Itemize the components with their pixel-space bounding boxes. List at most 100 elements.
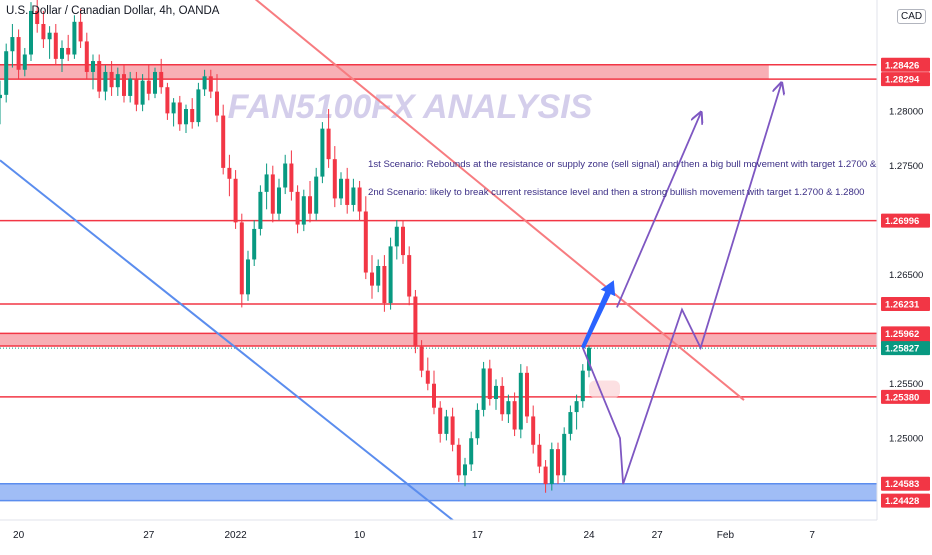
zone-2 [0, 483, 877, 501]
candle [401, 220, 405, 264]
scenario-2-text[interactable]: 2nd Scenario: likely to break current re… [368, 187, 865, 198]
price-tag[interactable]: 1.28294 [881, 72, 930, 87]
breakout-arrow[interactable] [581, 280, 616, 349]
candle-body [543, 466, 548, 485]
price-tag-bg [881, 213, 930, 228]
candle-body [41, 23, 46, 40]
candle-body [146, 80, 151, 94]
candle [500, 377, 505, 421]
candle [537, 433, 542, 474]
candle-body [301, 196, 306, 225]
candle-body [16, 37, 21, 70]
price-tag[interactable]: 1.28426 [881, 57, 930, 72]
candle [41, 10, 46, 48]
candle-body [407, 255, 412, 297]
candle-body [401, 226, 405, 256]
candle-body [122, 74, 126, 96]
candle [512, 392, 517, 437]
candle [103, 65, 108, 101]
x-tick-label: 7 [809, 530, 815, 541]
trendline-0[interactable] [186, 0, 745, 401]
candle-body [97, 61, 102, 92]
price-tag[interactable]: 1.25380 [881, 389, 930, 404]
candle-body [78, 21, 83, 42]
candle-body [84, 41, 89, 72]
candle-body [413, 296, 418, 347]
currency-badge[interactable]: CAD [897, 9, 927, 24]
candle-body [53, 32, 58, 59]
trendline-1[interactable] [0, 159, 465, 530]
candle [47, 26, 52, 59]
plot-area[interactable]: FAN5100FX ANALYSIS 1st Scenario: Rebounds… [0, 0, 908, 530]
candle [233, 170, 238, 229]
candle [568, 405, 573, 441]
candle [208, 69, 213, 99]
candle [432, 370, 436, 415]
candle [413, 289, 418, 354]
scenario-1-text[interactable]: 1st Scenario: Rebounds at the resistance… [368, 159, 908, 170]
candle-body [512, 401, 517, 430]
candle-body [221, 115, 226, 168]
price-tag[interactable]: 1.25962 [881, 326, 930, 341]
candle [382, 255, 387, 312]
price-tag[interactable]: 1.24583 [881, 476, 930, 491]
candle [314, 167, 319, 221]
candle-body [463, 464, 467, 476]
candle [580, 364, 585, 408]
candle [295, 185, 300, 234]
price-tag-bg [881, 341, 930, 356]
candle [153, 67, 157, 99]
price-tag-label: 1.25962 [885, 329, 919, 340]
candle-body [246, 259, 250, 295]
candle-body [556, 449, 560, 476]
candle [556, 442, 560, 485]
candle-body [283, 163, 288, 188]
price-tag[interactable]: 1.26231 [881, 297, 930, 312]
candle [463, 457, 467, 487]
candle [308, 180, 312, 223]
candle-body [574, 401, 579, 413]
price-tag-bg [881, 389, 930, 404]
candle-body [314, 176, 319, 214]
y-tick-label: 1.25000 [889, 434, 923, 445]
candle-body [376, 265, 381, 286]
price-tag-bg [881, 297, 930, 312]
candle-body [277, 187, 281, 214]
scenario-path-2[interactable] [616, 113, 701, 308]
candle [456, 438, 461, 482]
price-tag[interactable]: 1.25827 [881, 341, 930, 356]
candle-body [531, 416, 536, 445]
candle [122, 65, 126, 103]
price-tag-bg [881, 493, 930, 508]
candle [345, 167, 350, 214]
candle-body [115, 74, 120, 88]
candle-body [494, 385, 498, 399]
price-tag[interactable]: 1.26996 [881, 213, 930, 228]
candle [246, 250, 250, 301]
candle [549, 442, 554, 491]
candle [91, 54, 95, 90]
price-tag[interactable]: 1.24428 [881, 493, 930, 508]
candle-body [60, 47, 64, 59]
candle-body [258, 191, 263, 229]
candle [531, 405, 536, 454]
candle [438, 401, 443, 443]
price-tag-label: 1.25380 [885, 392, 919, 403]
price-tag-bg [881, 57, 930, 72]
candle [301, 189, 306, 232]
candle [388, 237, 393, 310]
candle-body [363, 211, 368, 273]
watermark: FAN5100FX ANALYSIS [228, 88, 593, 126]
candle-body [140, 80, 145, 105]
candle-body [425, 370, 430, 384]
candle [165, 82, 170, 120]
candle [227, 154, 232, 197]
candle [419, 340, 424, 378]
candle [332, 146, 337, 208]
price-tag-bg [881, 326, 930, 341]
candle-body [177, 102, 182, 125]
candle [97, 54, 102, 99]
candle [115, 67, 120, 96]
scenario-path-1[interactable] [581, 84, 781, 485]
